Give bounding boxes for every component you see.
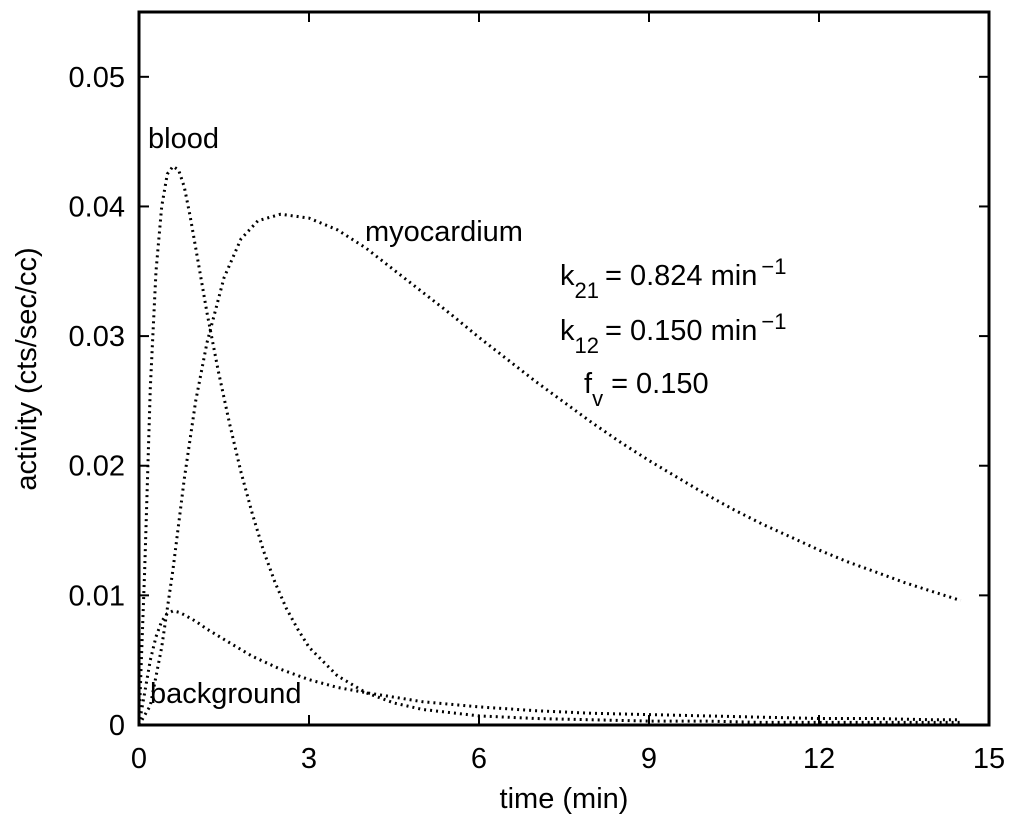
axis-tick-labels: 0 3 6 9 12 15 0 0.01 0.02 0.03 0.04 0.05 (69, 62, 1006, 775)
background-label: background (150, 678, 302, 710)
x-axis-label: time (min) (500, 783, 629, 815)
x-tick-label: 3 (301, 743, 317, 775)
y-axis-label: activity (cts/sec/cc) (11, 247, 43, 490)
y-tick-label: 0.02 (69, 451, 125, 483)
y-tick-label: 0.03 (69, 321, 125, 353)
series-line-blood (137, 164, 961, 726)
myocardium-label: myocardium (365, 216, 523, 248)
x-tick-label: 9 (641, 743, 657, 775)
y-tick-label: 0.01 (69, 580, 125, 612)
y-tick-label: 0.05 (69, 62, 125, 94)
fv-annotation: fv = 0.150 (584, 368, 709, 411)
series-layer (137, 164, 962, 726)
x-tick-label: 12 (803, 743, 835, 775)
y-tick-label: 0 (109, 710, 125, 742)
series-line-myocardium (137, 212, 962, 726)
axis-ticks (138, 12, 990, 726)
k12-annotation: k12 = 0.150 min −1 (560, 309, 786, 358)
series-line-background (137, 609, 961, 726)
x-tick-label: 0 (131, 743, 147, 775)
plot-frame (137, 10, 991, 727)
blood-label: blood (148, 123, 219, 155)
x-tick-label: 15 (973, 743, 1005, 775)
y-tick-label: 0.04 (69, 191, 125, 223)
k21-annotation: k21 = 0.824 min −1 (560, 254, 786, 303)
x-tick-label: 6 (471, 743, 487, 775)
